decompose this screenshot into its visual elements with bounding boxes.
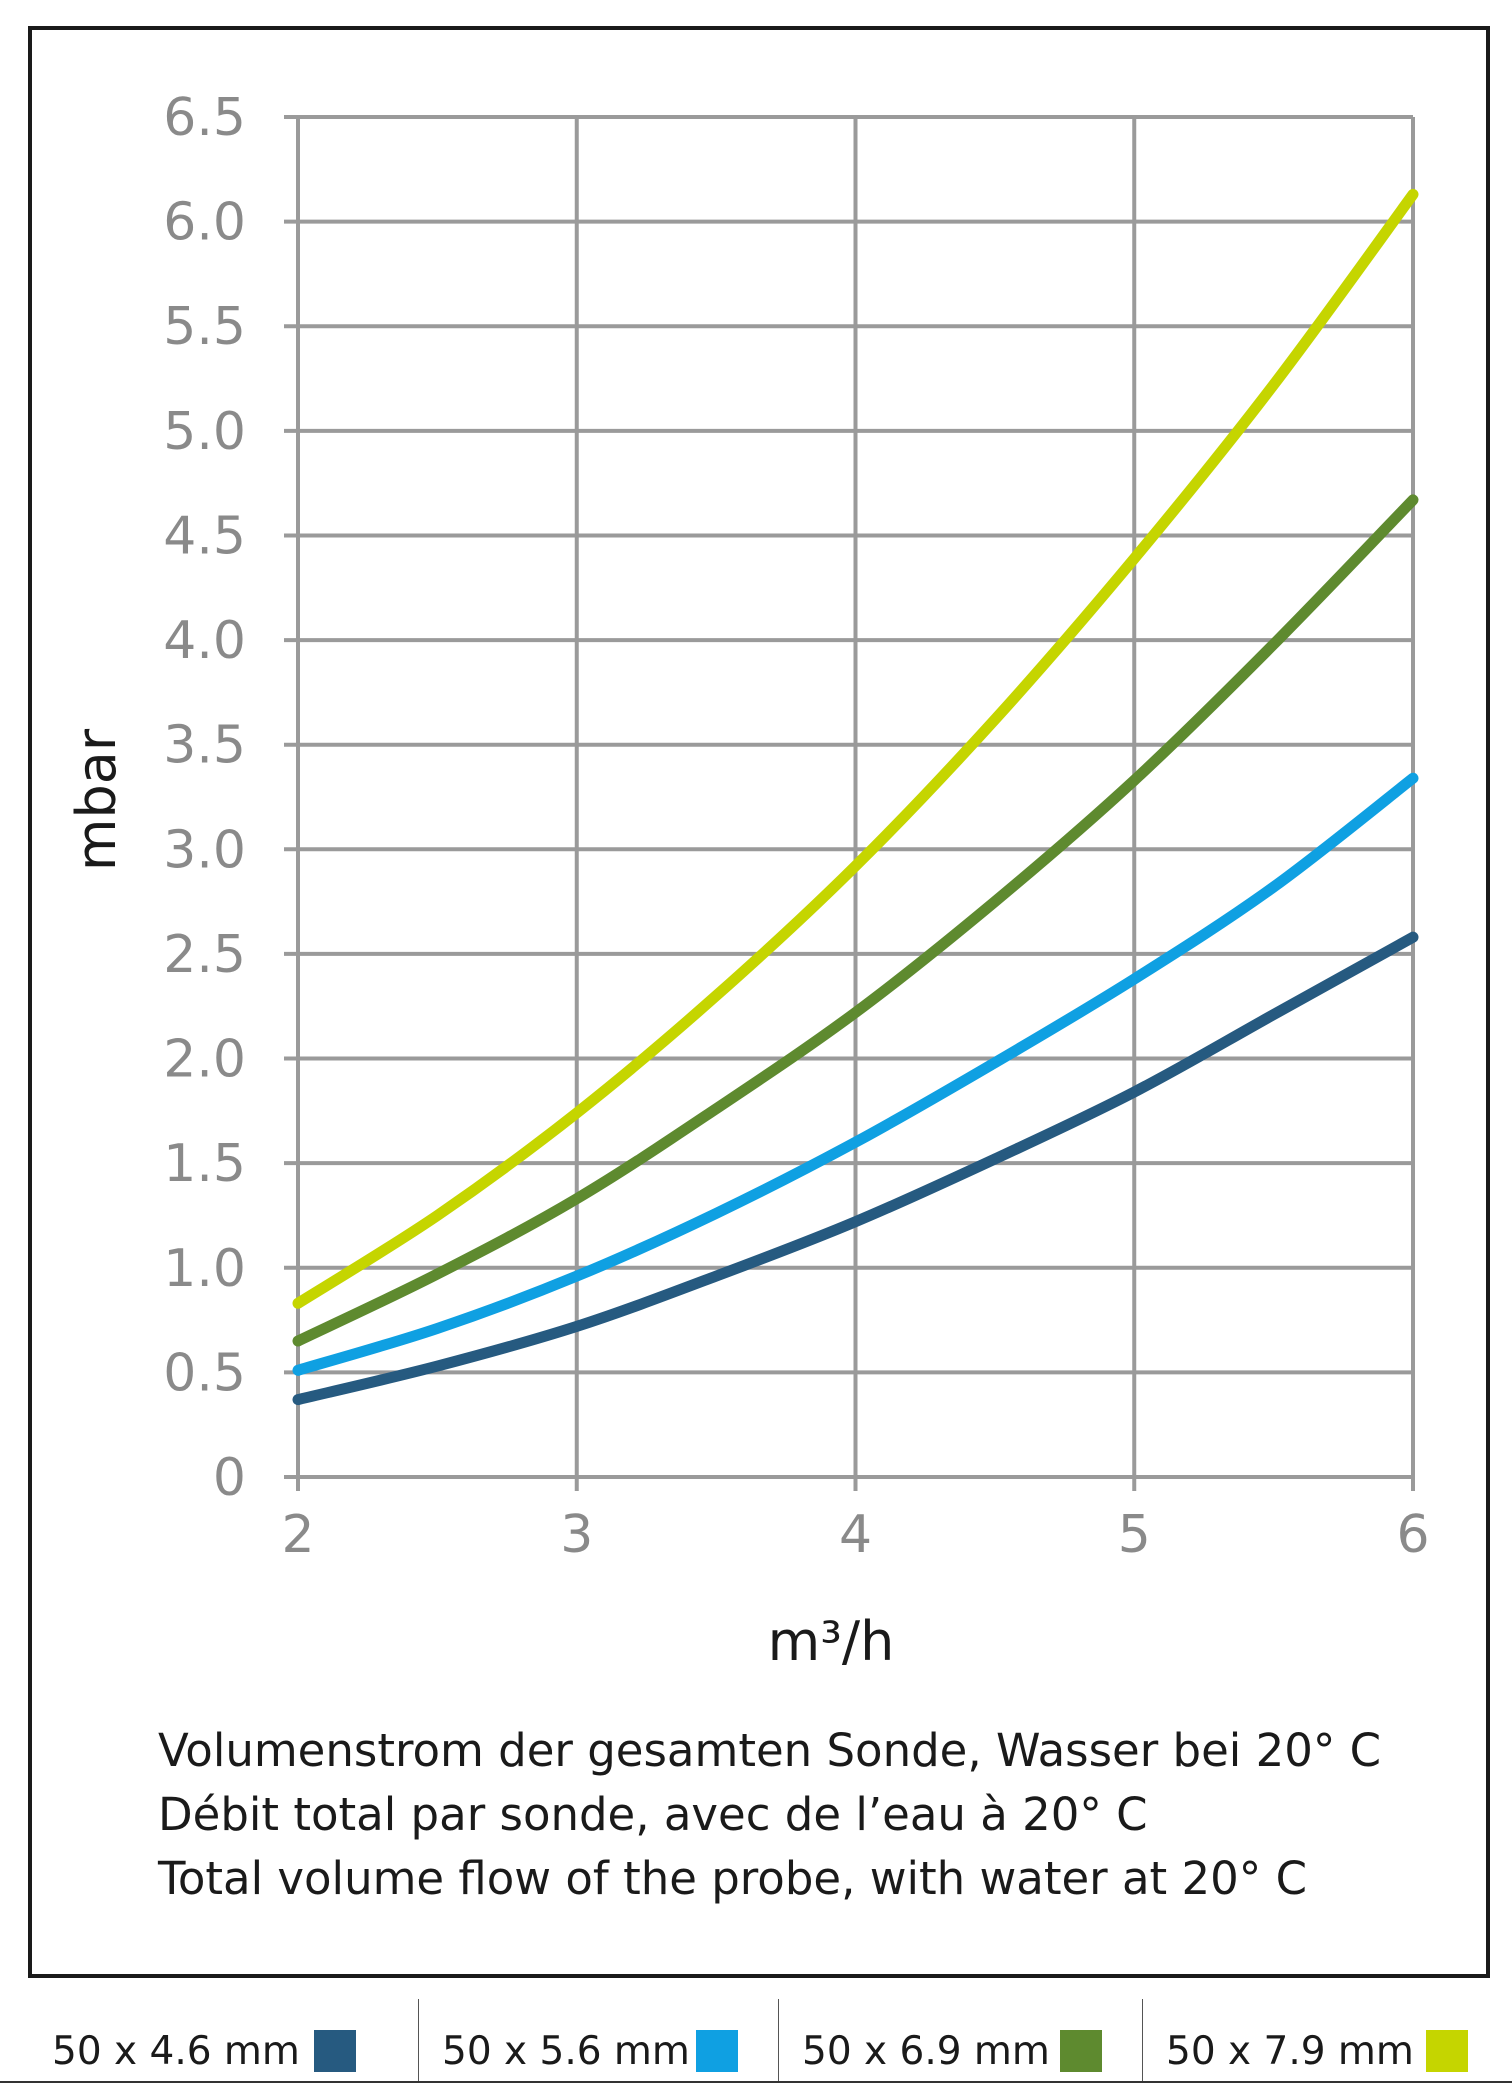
- series-lines: [292, 188, 1419, 1406]
- y-tick-label: 1.5: [163, 1134, 246, 1194]
- grid: [284, 115, 1415, 1491]
- legend-swatch: [314, 2030, 356, 2072]
- legend-separator: [778, 1999, 779, 2083]
- caption-line-en: Total volume flow of the probe, with wat…: [158, 1852, 1307, 1905]
- legend-separator: [1142, 1999, 1143, 2083]
- legend-swatch: [696, 2030, 738, 2072]
- y-tick-label: 0: [213, 1448, 246, 1508]
- legend-swatch: [1060, 2030, 1102, 2072]
- y-tick-label: 6.0: [163, 193, 246, 253]
- series-line-2: [292, 772, 1419, 1376]
- legend: 50 x 4.6 mm 50 x 5.6 mm 50 x 6.9 mm 50 x…: [0, 1985, 1512, 2083]
- y-tick-label: 5.0: [163, 402, 246, 462]
- legend-item: 50 x 6.9 mm: [778, 1985, 1142, 2083]
- y-tick-label: 1.0: [163, 1239, 246, 1299]
- legend-label: 50 x 5.6 mm: [442, 2029, 690, 2074]
- y-tick-label: 0.5: [163, 1343, 246, 1403]
- y-axis-title: mbar: [65, 728, 128, 871]
- legend-item: 50 x 7.9 mm: [1142, 1985, 1512, 2083]
- x-tick-label: 4: [839, 1505, 872, 1565]
- chart-frame: [28, 26, 1490, 1978]
- series-line-1: [292, 931, 1419, 1406]
- x-tick-label: 3: [560, 1505, 593, 1565]
- x-axis-title: m³/h: [768, 1610, 895, 1673]
- y-tick-label: 4.5: [163, 506, 246, 566]
- legend-item: 50 x 5.6 mm: [418, 1985, 778, 2083]
- legend-label: 50 x 4.6 mm: [52, 2029, 300, 2074]
- legend-bottom-rule: [0, 2081, 1512, 2083]
- legend-label: 50 x 7.9 mm: [1166, 2029, 1414, 2074]
- x-tick-label: 2: [281, 1505, 314, 1565]
- legend-separator: [418, 1999, 419, 2083]
- chart: 0 0.5 1.0 1.5 2.0 2.5 3.0 3.5 4.0 4.5 5.0 5.5 6.0 6.5…: [28, 26, 1490, 1978]
- x-tick-label: 6: [1396, 1505, 1429, 1565]
- x-tick-label: 5: [1118, 1505, 1151, 1565]
- legend-label: 50 x 6.9 mm: [802, 2029, 1050, 2074]
- legend-item: 50 x 4.6 mm: [0, 1985, 408, 2083]
- caption-line-de: Volumenstrom der gesamten Sonde, Wasser …: [158, 1724, 1382, 1777]
- x-axis-ticks: 2 3 4 5 6: [281, 1505, 1429, 1565]
- y-tick-label: 2.0: [163, 1030, 246, 1090]
- y-tick-label: 3.0: [163, 820, 246, 880]
- y-tick-label: 6.5: [163, 88, 246, 148]
- caption-line-fr: Débit total par sonde, avec de l’eau à 2…: [158, 1788, 1148, 1841]
- y-tick-label: 5.5: [163, 297, 246, 357]
- y-axis-ticks: 0 0.5 1.0 1.5 2.0 2.5 3.0 3.5 4.0 4.5 5.0 5.5 6.0 6.5: [163, 88, 246, 1508]
- y-tick-label: 2.5: [163, 925, 246, 985]
- series-line-3: [292, 494, 1419, 1347]
- series-line-4: [292, 188, 1419, 1309]
- y-tick-label: 3.5: [163, 716, 246, 776]
- legend-swatch: [1426, 2030, 1468, 2072]
- y-tick-label: 4.0: [163, 611, 246, 671]
